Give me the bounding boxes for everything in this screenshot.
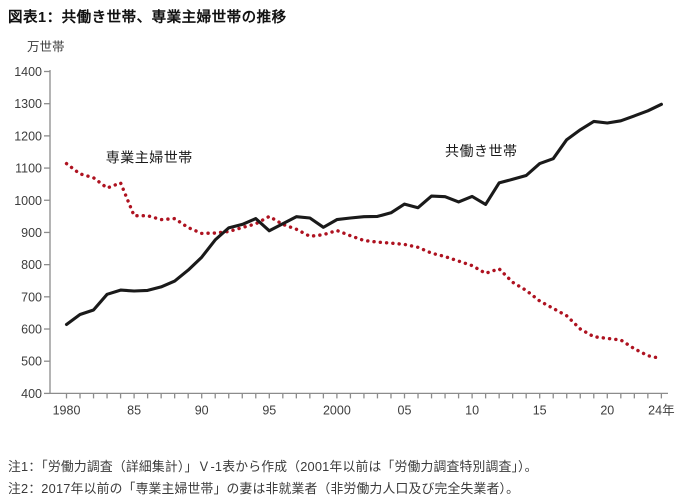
y-tick-label: 1100 (15, 162, 42, 176)
x-tick-label: 90 (195, 403, 209, 417)
y-tick-label: 900 (21, 226, 42, 240)
source-note-2: 注2：2017年以前の「専業主婦世帯」の妻は非就業者（非労働力人口及び完全失業者… (8, 481, 520, 496)
y-tick-label: 700 (21, 290, 42, 304)
x-tick-label: 85 (127, 403, 141, 417)
x-tick-label: 20 (600, 403, 614, 417)
x-tick-label: 15 (533, 403, 547, 417)
series-line-solid (64, 102, 663, 327)
y-tick-label: 1300 (14, 97, 42, 111)
figure-title: 図表1：共働き世帯、専業主婦世帯の推移 (8, 10, 287, 26)
x-tick-label: 2000 (323, 403, 351, 417)
series-label: 専業主婦世帯 (106, 150, 193, 166)
y-tick-label: 800 (21, 258, 42, 272)
series-label: 共働き世帯 (445, 143, 518, 159)
y-tick-label: 1400 (14, 65, 42, 79)
y-tick-label: 600 (21, 323, 42, 337)
x-tick-label: 1980 (53, 403, 81, 417)
series-line-dotted (64, 161, 664, 361)
x-tick-label: 05 (398, 403, 412, 417)
y-tick-label: 400 (21, 387, 42, 401)
line-chart: 400 500 600 700 800 900 1000 1100 1200 1300 1400 19… (14, 65, 674, 417)
source-note-1: 注1：「労働力調査（詳細集計）」Ｖ-1表から作成（2001年以前は「労働力調査特… (8, 459, 538, 474)
y-tick-label: 500 (21, 355, 42, 369)
y-tick-label: 1000 (14, 194, 42, 208)
x-tick-label: 24年 (648, 403, 674, 417)
axes (49, 70, 668, 395)
x-tick-label: 10 (465, 403, 479, 417)
y-axis-unit-label: 万世帯 (27, 40, 65, 54)
x-tick-label: 95 (262, 403, 276, 417)
y-tick-label: 1200 (14, 129, 42, 143)
